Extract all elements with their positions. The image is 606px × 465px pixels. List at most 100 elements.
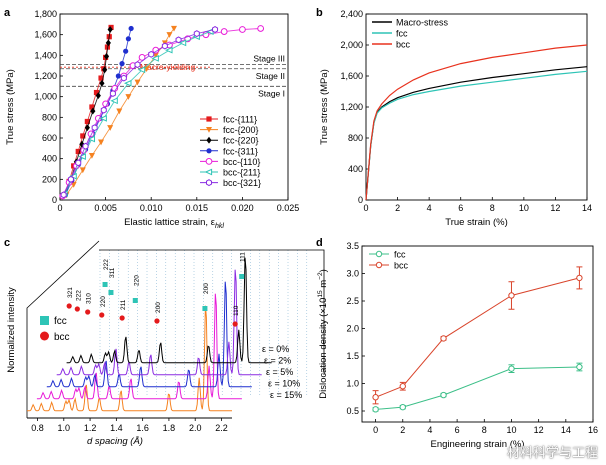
- panel-c-xtick-label: 1.6: [136, 423, 149, 433]
- panel-d-ytick-label: 3.5: [346, 241, 359, 251]
- panel-c-fcc-peak-label: 311: [109, 267, 116, 278]
- panel-d-point: [372, 406, 379, 413]
- panel-d-legend-label: fcc: [394, 250, 406, 260]
- panel-a-legend-marker: [204, 168, 213, 176]
- panel-a-point: [98, 139, 105, 146]
- panel-b-xtick-label: 12: [550, 203, 560, 213]
- panel-a-point: [148, 50, 155, 58]
- panel-a-legend-marker: [206, 148, 212, 154]
- panel-a-point: [84, 124, 90, 132]
- panel-d-xtick-label: 16: [588, 425, 598, 435]
- panel-c-left-edge: [26, 240, 100, 418]
- panel-a-point: [116, 108, 123, 115]
- panel-a-point: [102, 66, 108, 74]
- panel-b-legend-label: bcc: [396, 40, 411, 50]
- panel-a-point: [120, 74, 127, 82]
- panel-a-legend-marker: [205, 179, 213, 187]
- panel-a-point: [98, 75, 104, 81]
- panel-a-xtick-label: 0.010: [140, 203, 163, 213]
- panel-d-legend-marker: [375, 250, 383, 258]
- panel-b-series-line: [365, 66, 588, 201]
- panel-a-point: [137, 66, 146, 74]
- panel-a-point: [138, 54, 146, 61]
- panel-c-xtick-label: 1.0: [58, 423, 71, 433]
- panel-c-strain-label: ε = 2%: [264, 356, 291, 366]
- panel-d-ytick-label: 0.5: [346, 406, 359, 416]
- panel-b-xtick-label: 4: [427, 203, 432, 213]
- panel-d-series-line: [375, 277, 580, 398]
- panel-c-spectrum: [36, 293, 242, 400]
- panel-d-ylabel-sup: 15: [317, 290, 324, 298]
- panel-d-point: [399, 403, 406, 411]
- panel-a-point: [79, 167, 86, 174]
- panel-b-letter: b: [316, 7, 323, 19]
- panel-c-fcc-marker: [132, 298, 138, 303]
- panel-c-bcc-marker: [85, 309, 91, 315]
- panel-c-ylabel: Normalized intensity: [6, 287, 17, 373]
- panel-d-ytick-label: 2.0: [346, 324, 359, 334]
- panel-a-point: [257, 25, 265, 32]
- panel-c-bcc-peak-label: 220: [100, 296, 107, 307]
- panel-a-point: [123, 48, 129, 54]
- panel-a-point: [220, 28, 228, 35]
- panel-b-ytick-label: 800: [348, 133, 363, 143]
- panel-d-ylabel: Dislocation density (×1015 m−2): [317, 269, 329, 399]
- panel-a-legend-label: fcc-{111}: [223, 115, 257, 125]
- panel-a-point: [152, 52, 159, 59]
- panel-a-point: [212, 26, 219, 33]
- panel-a-point: [89, 104, 95, 110]
- panel-c-xtick-label: 1.4: [110, 423, 123, 433]
- panel-c-legend-bcc: bcc: [54, 332, 70, 343]
- panel-a-legend-label: fcc-{311}: [223, 146, 258, 156]
- panel-a-point: [79, 140, 85, 148]
- panel-a-ytick-label: 1,800: [34, 9, 57, 19]
- panel-c-xtick-label: 0.8: [31, 423, 44, 433]
- panel-a-point: [105, 39, 111, 47]
- panel-a-point: [134, 79, 141, 86]
- panel-a-legend-label: bcc-{110}: [223, 157, 260, 167]
- panel-c-bcc-marker: [154, 318, 160, 324]
- panel-c-bcc-marker: [66, 303, 72, 309]
- panel-a-point: [84, 118, 90, 125]
- panel-a-point: [93, 89, 100, 96]
- panel-a-xlabel: Elastic lattice strain, εhkl: [124, 217, 224, 230]
- panel-d-ytick-label: 2.5: [346, 296, 359, 306]
- panel-a-ytick-label: 1,200: [34, 71, 57, 81]
- panel-d-point: [576, 274, 583, 282]
- panel-d-legend-label: bcc: [394, 261, 409, 271]
- panel-c-xtick-label: 1.2: [84, 423, 97, 433]
- panel-c-fcc-marker: [239, 274, 245, 279]
- panel-a-point: [91, 124, 98, 132]
- panel-c-xtick-label: 1.8: [163, 423, 176, 433]
- panel-a-xtick-label: 0: [57, 203, 62, 213]
- panel-a-xtick-label: 0.005: [94, 203, 117, 213]
- panel-a-point: [95, 92, 101, 100]
- panel-c-strain-label: ε = 5%: [266, 367, 293, 377]
- panel-c-xtick-label: 2.0: [189, 423, 202, 433]
- panel-c-xtick-label: 2.2: [215, 423, 228, 433]
- panel-a-letter: a: [4, 7, 11, 19]
- panel-c-strain-label: ε = 10%: [268, 379, 300, 389]
- panel-c-fcc-peak-label: 111: [240, 252, 247, 262]
- panel-c-bcc-marker: [74, 306, 80, 312]
- panel-d-ylabel-end: ): [318, 269, 329, 272]
- panel-a-stage1-label: Stage I: [258, 88, 285, 98]
- panel-a-ytick-label: 1,600: [34, 30, 57, 40]
- panel-d-ylabel-sup2: −2: [317, 272, 324, 280]
- panel-d-dislocation-chart: d 0 2 4 6 8 10 12 14 16 0.5 1.0 1.5 2.0 2.5 3.0 3.5 fccb…: [316, 237, 598, 450]
- panel-a-ytick-label: 800: [42, 112, 57, 122]
- panel-a-point: [125, 36, 131, 42]
- panel-a-ytick-label: 0: [52, 195, 57, 205]
- panel-b-xtick-label: 6: [458, 203, 463, 213]
- panel-d-xtick-label: 10: [506, 425, 516, 435]
- panel-c-bcc-peak-label: 222: [75, 290, 82, 301]
- panel-c-spectrum: [56, 269, 262, 376]
- panel-d-xtick-label: 14: [561, 425, 571, 435]
- panel-a-point: [119, 61, 125, 67]
- panel-a-ytick-label: 1,000: [34, 92, 57, 102]
- panel-b-legend-label: fcc: [396, 29, 408, 39]
- panel-a-legend-marker: [206, 127, 212, 133]
- panel-d-ylabel-main: Dislocation density (×10: [318, 298, 329, 399]
- watermark: 材料科学与工程: [506, 446, 598, 461]
- panel-a-point: [67, 175, 74, 183]
